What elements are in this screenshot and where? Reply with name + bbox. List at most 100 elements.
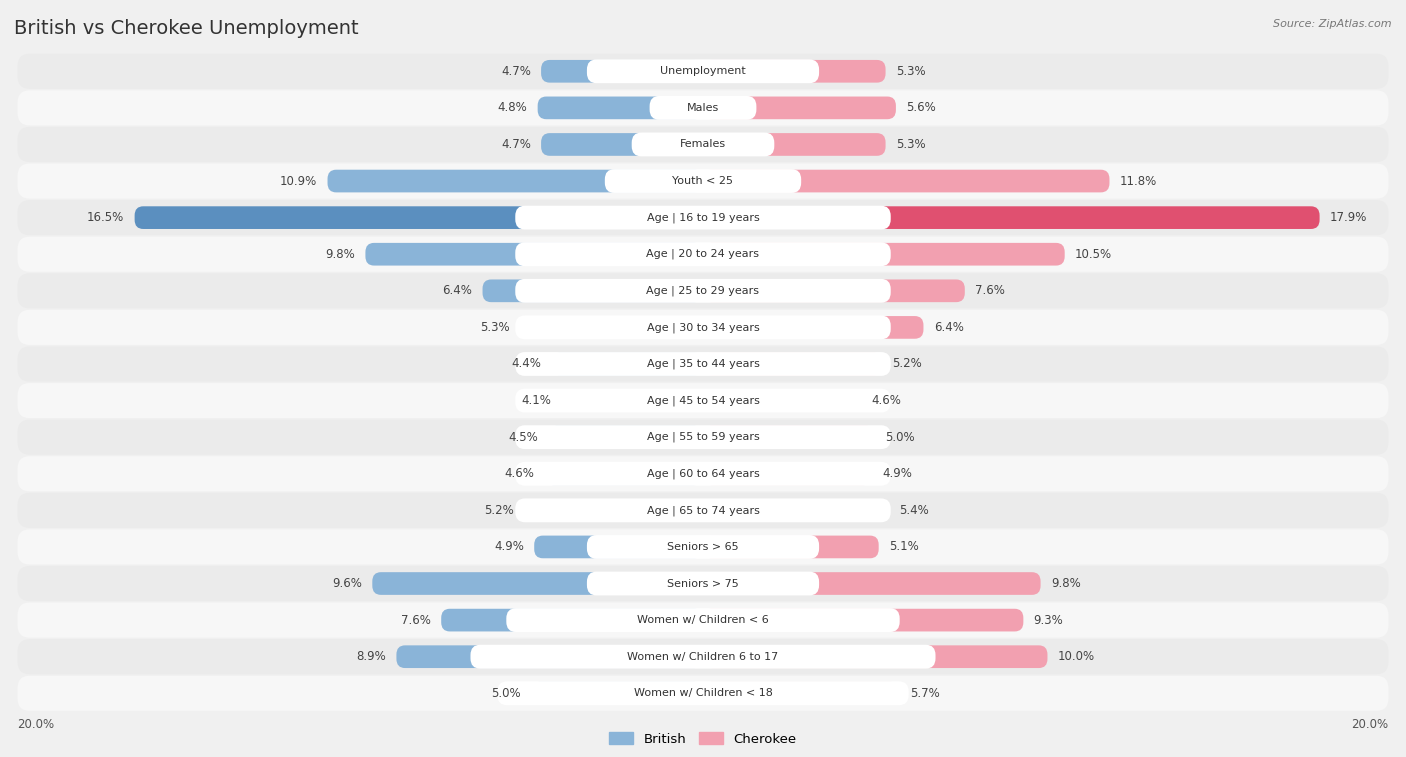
FancyBboxPatch shape <box>366 243 703 266</box>
Text: 9.8%: 9.8% <box>1050 577 1081 590</box>
FancyBboxPatch shape <box>703 463 872 485</box>
Text: 5.2%: 5.2% <box>893 357 922 370</box>
Text: 4.4%: 4.4% <box>512 357 541 370</box>
Text: 5.3%: 5.3% <box>896 138 925 151</box>
FancyBboxPatch shape <box>703 243 1064 266</box>
FancyBboxPatch shape <box>631 132 775 157</box>
FancyBboxPatch shape <box>17 237 1389 272</box>
Text: 5.1%: 5.1% <box>889 540 918 553</box>
FancyBboxPatch shape <box>703 316 924 338</box>
FancyBboxPatch shape <box>515 279 891 303</box>
Text: 9.6%: 9.6% <box>332 577 361 590</box>
FancyBboxPatch shape <box>703 207 1320 229</box>
Text: 4.6%: 4.6% <box>872 394 901 407</box>
FancyBboxPatch shape <box>703 133 886 156</box>
Text: Seniors > 75: Seniors > 75 <box>666 578 740 588</box>
Text: 11.8%: 11.8% <box>1119 175 1157 188</box>
FancyBboxPatch shape <box>544 463 703 485</box>
Text: 9.8%: 9.8% <box>325 248 356 260</box>
FancyBboxPatch shape <box>17 493 1389 528</box>
FancyBboxPatch shape <box>471 645 935 668</box>
Text: Age | 55 to 59 years: Age | 55 to 59 years <box>647 432 759 442</box>
FancyBboxPatch shape <box>515 206 891 229</box>
Text: 6.4%: 6.4% <box>443 285 472 298</box>
FancyBboxPatch shape <box>703 609 1024 631</box>
Text: 5.3%: 5.3% <box>481 321 510 334</box>
Legend: British, Cherokee: British, Cherokee <box>605 727 801 751</box>
Text: Women w/ Children < 6: Women w/ Children < 6 <box>637 615 769 625</box>
FancyBboxPatch shape <box>17 164 1389 198</box>
Text: Seniors > 65: Seniors > 65 <box>668 542 738 552</box>
Text: Males: Males <box>688 103 718 113</box>
Text: 4.6%: 4.6% <box>505 467 534 480</box>
Text: 4.9%: 4.9% <box>494 540 524 553</box>
FancyBboxPatch shape <box>531 682 703 705</box>
FancyBboxPatch shape <box>537 97 703 119</box>
FancyBboxPatch shape <box>482 279 703 302</box>
Text: 5.0%: 5.0% <box>491 687 520 699</box>
Text: Age | 25 to 29 years: Age | 25 to 29 years <box>647 285 759 296</box>
Text: 7.6%: 7.6% <box>976 285 1005 298</box>
FancyBboxPatch shape <box>17 456 1389 491</box>
FancyBboxPatch shape <box>548 426 703 448</box>
Text: 5.0%: 5.0% <box>886 431 915 444</box>
Text: Age | 45 to 54 years: Age | 45 to 54 years <box>647 395 759 406</box>
Text: 20.0%: 20.0% <box>1351 718 1389 731</box>
FancyBboxPatch shape <box>703 572 1040 595</box>
FancyBboxPatch shape <box>562 389 703 412</box>
FancyBboxPatch shape <box>703 60 886 83</box>
FancyBboxPatch shape <box>703 170 1109 192</box>
Text: Women w/ Children < 18: Women w/ Children < 18 <box>634 688 772 698</box>
Text: 4.8%: 4.8% <box>498 101 527 114</box>
Text: 5.6%: 5.6% <box>907 101 936 114</box>
FancyBboxPatch shape <box>515 388 891 413</box>
FancyBboxPatch shape <box>515 316 891 339</box>
Text: Youth < 25: Youth < 25 <box>672 176 734 186</box>
Text: 5.4%: 5.4% <box>900 504 929 517</box>
FancyBboxPatch shape <box>534 536 703 558</box>
FancyBboxPatch shape <box>520 316 703 338</box>
FancyBboxPatch shape <box>17 127 1389 162</box>
FancyBboxPatch shape <box>586 59 820 83</box>
FancyBboxPatch shape <box>703 536 879 558</box>
FancyBboxPatch shape <box>703 682 900 705</box>
FancyBboxPatch shape <box>703 389 862 412</box>
Text: 4.7%: 4.7% <box>501 138 531 151</box>
FancyBboxPatch shape <box>586 572 820 596</box>
FancyBboxPatch shape <box>17 90 1389 126</box>
Text: Age | 16 to 19 years: Age | 16 to 19 years <box>647 213 759 223</box>
Text: Women w/ Children 6 to 17: Women w/ Children 6 to 17 <box>627 652 779 662</box>
FancyBboxPatch shape <box>17 383 1389 418</box>
FancyBboxPatch shape <box>515 425 891 449</box>
FancyBboxPatch shape <box>703 646 1047 668</box>
Text: 10.0%: 10.0% <box>1057 650 1095 663</box>
Text: 17.9%: 17.9% <box>1330 211 1367 224</box>
Text: 7.6%: 7.6% <box>401 614 430 627</box>
Text: Unemployment: Unemployment <box>661 67 745 76</box>
FancyBboxPatch shape <box>373 572 703 595</box>
Text: 9.3%: 9.3% <box>1033 614 1063 627</box>
FancyBboxPatch shape <box>17 347 1389 382</box>
FancyBboxPatch shape <box>17 529 1389 565</box>
FancyBboxPatch shape <box>441 609 703 631</box>
Text: Source: ZipAtlas.com: Source: ZipAtlas.com <box>1274 19 1392 29</box>
FancyBboxPatch shape <box>515 242 891 266</box>
FancyBboxPatch shape <box>703 426 875 448</box>
Text: 4.1%: 4.1% <box>522 394 551 407</box>
FancyBboxPatch shape <box>17 566 1389 601</box>
Text: 5.3%: 5.3% <box>896 65 925 78</box>
Text: 6.4%: 6.4% <box>934 321 963 334</box>
Text: Females: Females <box>681 139 725 149</box>
FancyBboxPatch shape <box>541 133 703 156</box>
Text: 4.7%: 4.7% <box>501 65 531 78</box>
FancyBboxPatch shape <box>515 498 891 522</box>
Text: 20.0%: 20.0% <box>17 718 55 731</box>
Text: 5.7%: 5.7% <box>910 687 939 699</box>
FancyBboxPatch shape <box>135 207 703 229</box>
Text: Age | 35 to 44 years: Age | 35 to 44 years <box>647 359 759 369</box>
FancyBboxPatch shape <box>551 353 703 375</box>
Text: Age | 65 to 74 years: Age | 65 to 74 years <box>647 505 759 516</box>
FancyBboxPatch shape <box>506 608 900 632</box>
Text: British vs Cherokee Unemployment: British vs Cherokee Unemployment <box>14 19 359 38</box>
FancyBboxPatch shape <box>586 535 820 559</box>
